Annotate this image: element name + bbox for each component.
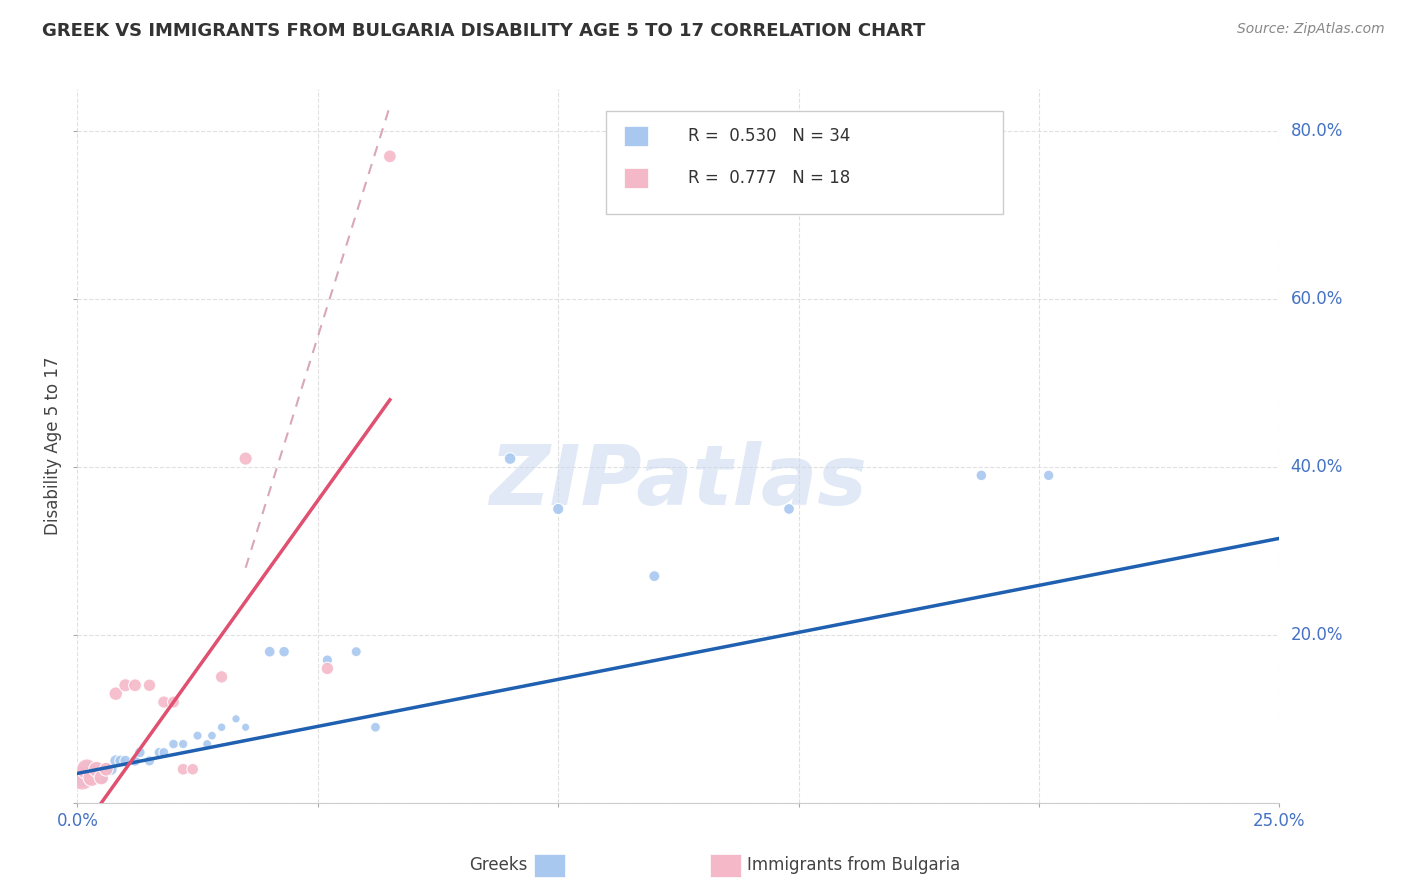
- Point: [138, 678, 160, 692]
- Point: [499, 451, 522, 466]
- Point: [259, 645, 281, 659]
- Point: [153, 695, 176, 709]
- Point: [76, 762, 98, 776]
- Point: [124, 754, 146, 768]
- Point: [316, 653, 339, 667]
- Point: [162, 695, 184, 709]
- Text: Immigrants from Bulgaria: Immigrants from Bulgaria: [747, 856, 960, 874]
- Y-axis label: Disability Age 5 to 17: Disability Age 5 to 17: [44, 357, 62, 535]
- FancyBboxPatch shape: [624, 126, 648, 145]
- Point: [114, 678, 136, 692]
- Point: [344, 645, 367, 659]
- Point: [195, 737, 218, 751]
- Point: [96, 762, 118, 776]
- Text: Source: ZipAtlas.com: Source: ZipAtlas.com: [1237, 22, 1385, 37]
- Point: [153, 746, 176, 760]
- Point: [547, 502, 569, 516]
- Point: [128, 746, 150, 760]
- Point: [104, 754, 127, 768]
- Point: [1038, 468, 1060, 483]
- Point: [70, 771, 93, 785]
- Point: [80, 771, 103, 785]
- Point: [138, 754, 160, 768]
- Point: [273, 645, 295, 659]
- Point: [100, 762, 122, 776]
- Point: [211, 720, 233, 734]
- Point: [104, 687, 127, 701]
- Point: [96, 762, 118, 776]
- Point: [114, 754, 136, 768]
- Text: R =  0.777   N = 18: R = 0.777 N = 18: [688, 169, 851, 187]
- Point: [211, 670, 233, 684]
- Text: GREEK VS IMMIGRANTS FROM BULGARIA DISABILITY AGE 5 TO 17 CORRELATION CHART: GREEK VS IMMIGRANTS FROM BULGARIA DISABI…: [42, 22, 925, 40]
- Point: [86, 762, 108, 776]
- Point: [172, 737, 194, 751]
- Text: 80.0%: 80.0%: [1291, 122, 1343, 140]
- Point: [148, 746, 170, 760]
- Point: [90, 771, 112, 785]
- Text: 60.0%: 60.0%: [1291, 290, 1343, 308]
- Point: [970, 468, 993, 483]
- Point: [378, 149, 401, 163]
- Point: [124, 678, 146, 692]
- Point: [235, 720, 257, 734]
- Point: [316, 661, 339, 675]
- Point: [70, 771, 93, 785]
- Text: 40.0%: 40.0%: [1291, 458, 1343, 476]
- Point: [201, 729, 224, 743]
- Point: [181, 762, 204, 776]
- Point: [235, 451, 257, 466]
- Point: [225, 712, 247, 726]
- Point: [778, 502, 800, 516]
- Point: [90, 771, 112, 785]
- FancyBboxPatch shape: [624, 169, 648, 188]
- Point: [186, 729, 209, 743]
- FancyBboxPatch shape: [606, 111, 1002, 214]
- Point: [643, 569, 665, 583]
- Point: [162, 737, 184, 751]
- Point: [364, 720, 387, 734]
- Point: [110, 754, 132, 768]
- Point: [76, 762, 98, 776]
- Text: Greeks: Greeks: [468, 856, 527, 874]
- Point: [80, 771, 103, 785]
- Text: ZIPatlas: ZIPatlas: [489, 442, 868, 522]
- Point: [86, 762, 108, 776]
- Point: [172, 762, 194, 776]
- Text: 20.0%: 20.0%: [1291, 626, 1343, 644]
- Text: R =  0.530   N = 34: R = 0.530 N = 34: [688, 127, 851, 145]
